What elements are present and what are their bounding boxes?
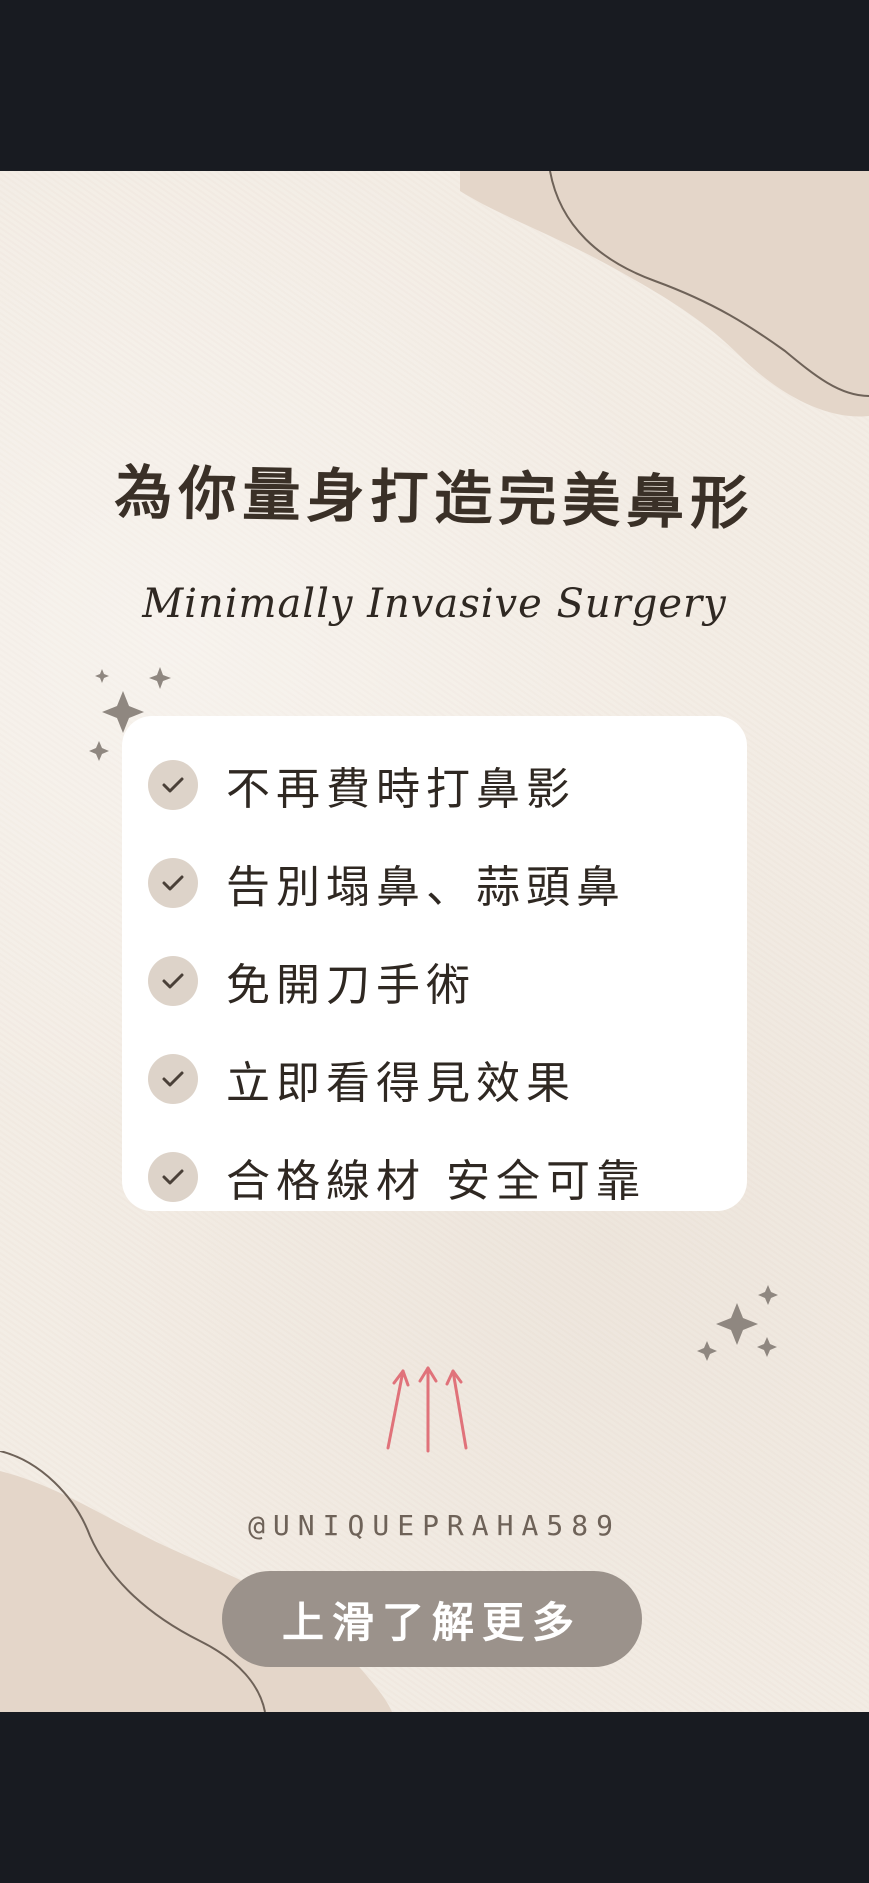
arrow-up-icon: [386, 1366, 468, 1453]
sparkle-icon-right: [697, 1285, 778, 1361]
checklist-card: [122, 716, 747, 1211]
list-item: 免開刀手術: [148, 932, 646, 1030]
checklist-label: 合格線材 安全可靠: [226, 1156, 646, 1207]
checklist-label: 不再費時打鼻影: [226, 764, 576, 815]
story-card[interactable]: 為你量身打造完美鼻形 Minimally Invasive Surgery 不再…: [0, 171, 869, 1712]
list-item: 合格線材 安全可靠: [148, 1128, 646, 1226]
subtitle: Minimally Invasive Surgery: [142, 581, 727, 627]
swipe-up-button[interactable]: 上滑了解更多: [222, 1571, 642, 1667]
check-icon: [148, 1054, 198, 1104]
account-handle[interactable]: @UNIQUEPRAHA589: [248, 1509, 621, 1542]
page-title: 為你量身打造完美鼻形: [113, 458, 755, 538]
check-icon: [148, 1152, 198, 1202]
top-black-bar: [0, 0, 869, 171]
checklist-label: 免開刀手術: [226, 960, 476, 1011]
checklist-label: 立即看得見效果: [226, 1058, 576, 1109]
checklist: 不再費時打鼻影 告別塌鼻、蒜頭鼻 免開刀手術 立即看得見效果 合格線材 安全可靠: [148, 736, 646, 1226]
top-right-blob: [460, 171, 869, 417]
check-icon: [148, 760, 198, 810]
list-item: 立即看得見效果: [148, 1030, 646, 1128]
bottom-black-bar: [0, 1712, 869, 1883]
checklist-label: 告別塌鼻、蒜頭鼻: [226, 862, 626, 913]
check-icon: [148, 956, 198, 1006]
list-item: 不再費時打鼻影: [148, 736, 646, 834]
check-icon: [148, 858, 198, 908]
list-item: 告別塌鼻、蒜頭鼻: [148, 834, 646, 932]
sparkle-icon-left: [89, 667, 171, 761]
